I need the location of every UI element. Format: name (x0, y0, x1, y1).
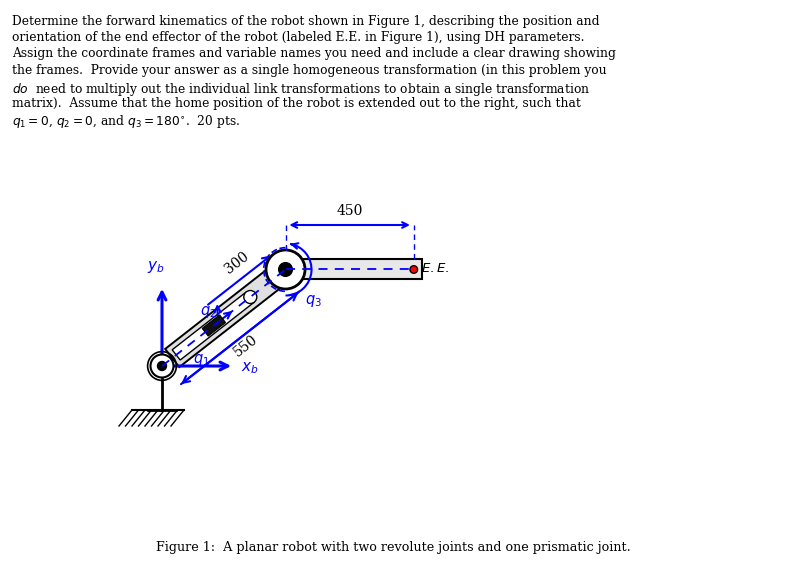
Text: $q_1 = 0$, $q_2 = 0$, and $q_3 = 180^{\circ}$.  20 pts.: $q_1 = 0$, $q_2 = 0$, and $q_3 = 180^{\c… (12, 114, 240, 131)
Text: 450: 450 (337, 204, 363, 218)
Polygon shape (172, 292, 254, 360)
Text: $y_b$: $y_b$ (147, 259, 164, 275)
Bar (283, 259, 422, 279)
Text: Figure 1:  A planar robot with two revolute joints and one prismatic joint.: Figure 1: A planar robot with two revolu… (156, 541, 631, 554)
Circle shape (150, 355, 173, 377)
Polygon shape (165, 260, 293, 367)
Text: $q_3$: $q_3$ (305, 293, 322, 309)
Text: $q_1$: $q_1$ (193, 352, 210, 368)
Text: $E.E.$: $E.E.$ (421, 262, 449, 275)
Circle shape (410, 266, 418, 274)
Text: $\mathit{do}$  need to multiply out the individual link transformations to obtai: $\mathit{do}$ need to multiply out the i… (12, 81, 590, 98)
Text: Assign the coordinate frames and variable names you need and include a clear dra: Assign the coordinate frames and variabl… (12, 47, 616, 61)
Circle shape (266, 250, 305, 289)
Text: $x_b$: $x_b$ (241, 360, 259, 376)
Circle shape (279, 263, 292, 276)
Text: $q_2$: $q_2$ (200, 304, 216, 320)
Text: orientation of the end effector of the robot (labeled E.E. in Figure 1), using D: orientation of the end effector of the r… (12, 31, 585, 44)
Circle shape (157, 361, 167, 371)
Circle shape (244, 291, 257, 304)
Text: Determine the forward kinematics of the robot shown in Figure 1, describing the : Determine the forward kinematics of the … (12, 14, 600, 27)
Text: matrix).  Assume that the home position of the robot is extended out to the righ: matrix). Assume that the home position o… (12, 97, 581, 110)
Text: 550: 550 (231, 332, 260, 360)
Polygon shape (202, 315, 226, 336)
Text: the frames.  Provide your answer as a single homogeneous transformation (in this: the frames. Provide your answer as a sin… (12, 64, 607, 77)
Text: 300: 300 (222, 249, 251, 276)
